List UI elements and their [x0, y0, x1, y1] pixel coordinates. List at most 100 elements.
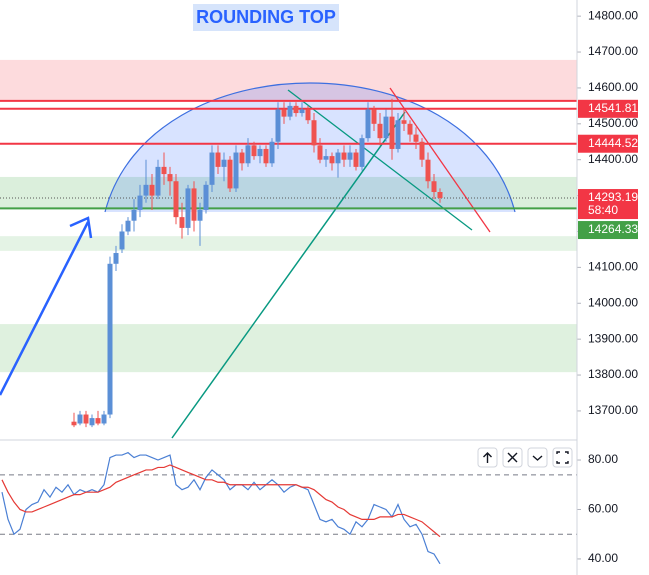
y-tick-label: 40.00 [588, 551, 618, 565]
chart-title: ROUNDING TOP [196, 7, 336, 27]
candle-body [119, 231, 125, 250]
candle-body [347, 152, 353, 160]
candle-body [341, 152, 347, 160]
candle-body [365, 109, 371, 139]
price-label: 14293.19 [588, 190, 638, 204]
price-label-box [578, 189, 638, 220]
price-pane [0, 59, 577, 439]
candle-body [155, 166, 161, 196]
candle-body [191, 188, 197, 221]
candle-body [83, 414, 89, 424]
candle-body [287, 105, 293, 117]
candle-body [71, 421, 77, 426]
candle-body [137, 195, 143, 210]
candle-body [185, 188, 191, 228]
y-tick-label: 14600.00 [588, 80, 638, 94]
y-tick-label: 14400.00 [588, 152, 638, 166]
zone [0, 324, 577, 373]
candle-body [209, 152, 215, 185]
candle-body [263, 148, 269, 164]
candle-body [401, 120, 407, 124]
zone [0, 236, 577, 251]
collapse-button[interactable] [527, 447, 548, 468]
y-tick-label: 60.00 [588, 502, 618, 516]
candle-body [221, 159, 227, 167]
candle-body [425, 159, 431, 182]
candle-body [101, 414, 107, 424]
candle-body [245, 145, 251, 164]
candle-body [437, 192, 443, 199]
candle-body [89, 418, 95, 426]
candle-body [203, 184, 209, 210]
candle-body [407, 123, 413, 135]
candle-body [95, 418, 101, 424]
y-tick-label: 14100.00 [588, 260, 638, 274]
candle-body [353, 152, 359, 167]
candle-body [113, 253, 119, 264]
candle-body [419, 141, 425, 160]
candle-body [161, 166, 167, 175]
move-up-button[interactable] [477, 447, 498, 468]
arrow [0, 216, 93, 396]
title-box [193, 4, 339, 31]
rsi-line [1, 451, 441, 565]
candle-body [107, 263, 113, 415]
candle-body [239, 152, 245, 164]
candle-body [383, 116, 389, 139]
candle-body [173, 181, 179, 218]
y-tick-label: 13700.00 [588, 403, 638, 417]
countdown: 58:40 [588, 203, 618, 217]
trend-line [287, 89, 473, 231]
candle-body [131, 209, 137, 221]
zone [0, 59, 577, 101]
candle-body [233, 152, 239, 189]
rsi-pane [0, 451, 577, 565]
price-axis: 13700.00 13800.00 13900.00 14000.00 14100.00… [577, 8, 638, 565]
candle-body [377, 123, 383, 139]
rounding-arc [104, 82, 516, 213]
candle-body [197, 209, 203, 221]
candle-body [335, 152, 341, 164]
candle-body [413, 134, 419, 142]
candle-body [317, 145, 323, 160]
price-label: 14541.81 [588, 101, 638, 115]
candle-body [257, 148, 263, 157]
candle-body [215, 152, 221, 167]
price-label-box [578, 99, 638, 118]
candle-body [305, 109, 311, 121]
candle-body [275, 109, 281, 142]
candle-body [431, 181, 437, 193]
y-tick-label: 14000.00 [588, 295, 638, 309]
y-tick-label: 80.00 [588, 452, 618, 466]
candle-body [251, 145, 257, 157]
y-tick-label: 14700.00 [588, 44, 638, 58]
candle-body [311, 120, 317, 146]
rsi-line [1, 464, 441, 538]
candle-body [371, 109, 377, 124]
candle-body [149, 184, 155, 196]
price-label-box [578, 221, 638, 240]
y-tick-label: 13800.00 [588, 367, 638, 381]
candle-body [389, 116, 395, 149]
candle-body [323, 156, 329, 160]
candle-body [281, 109, 287, 117]
candle-body [395, 120, 401, 149]
candle-body [77, 414, 83, 424]
maximize-button[interactable] [552, 447, 573, 468]
price-label: 14264.33 [588, 222, 638, 236]
candle-body [227, 159, 233, 189]
candle-body [179, 217, 185, 228]
y-tick-label: 14800.00 [588, 8, 638, 22]
y-tick-label: 14500.00 [588, 116, 638, 130]
candle-body [293, 105, 299, 114]
y-tick-label: 13900.00 [588, 331, 638, 345]
price-label: 14444.52 [588, 136, 638, 150]
zone [0, 176, 577, 210]
candle-body [143, 184, 149, 196]
candle-body [167, 174, 173, 182]
candle-body [329, 156, 335, 164]
close-button[interactable] [502, 447, 523, 468]
candle-body [125, 220, 131, 232]
